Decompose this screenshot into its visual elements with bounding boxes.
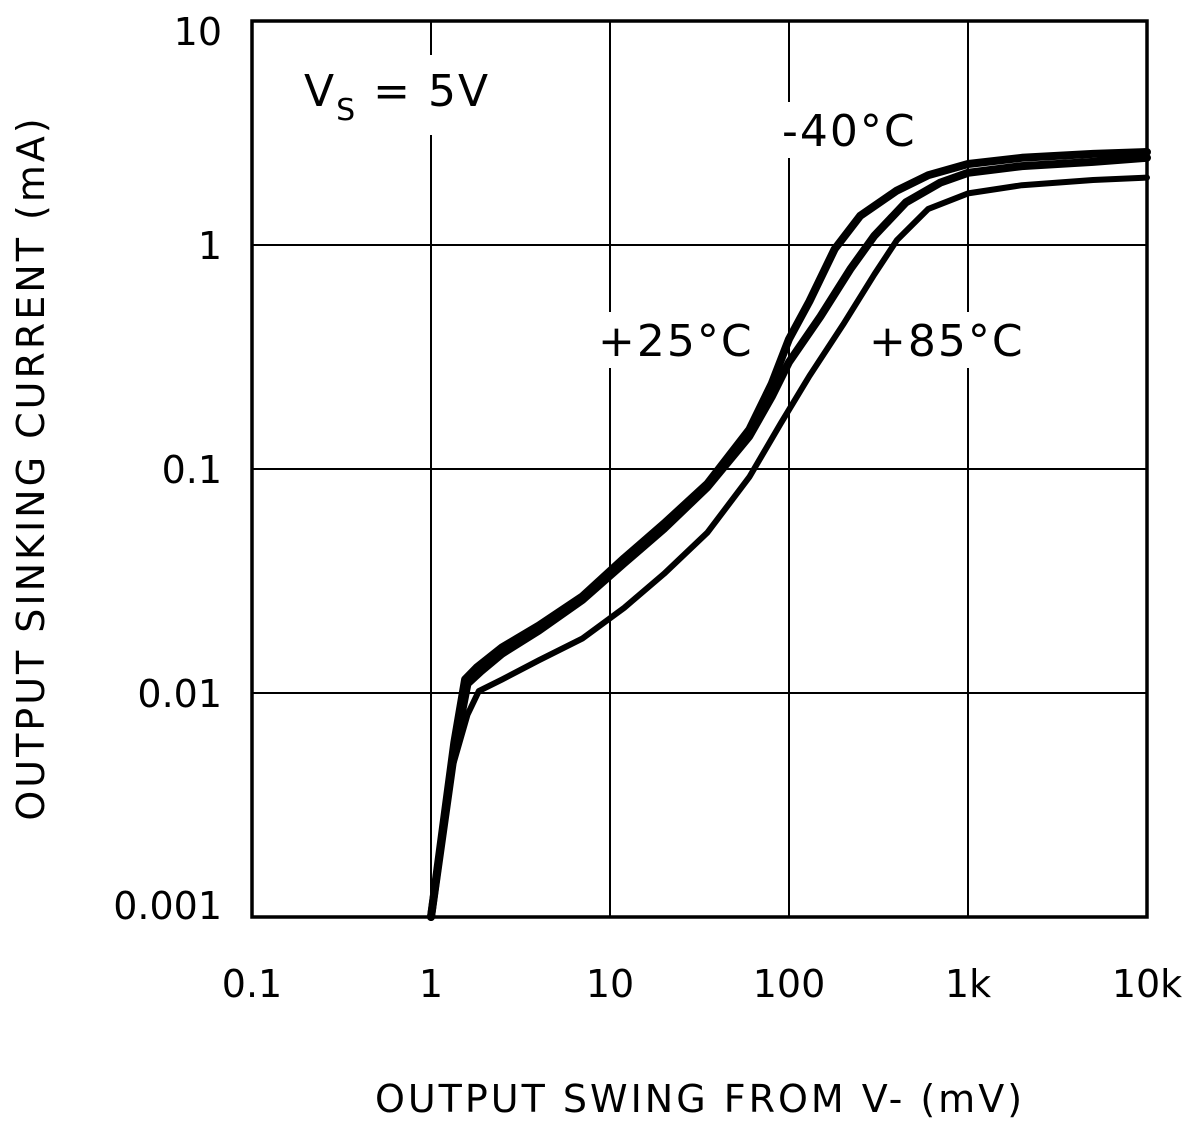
y-tick-label: 0.1: [162, 448, 222, 492]
y-tick-label: 1: [198, 224, 222, 268]
series-label-minus40: -40°C: [782, 106, 917, 157]
series-line-2: [428, 174, 1150, 920]
condition-label-bg: [296, 55, 510, 135]
x-tick-label: 10: [586, 962, 634, 1006]
y-tick-label: 10: [174, 10, 222, 54]
condition-label: VS = 5V: [304, 66, 490, 128]
series-label-plus25: +25°C: [598, 316, 754, 367]
label-bg-plus85: [866, 312, 1034, 368]
series-line-0: [427, 148, 1151, 921]
y-axis-title: OUTPUT SINKING CURRENT (mA): [9, 115, 53, 820]
x-tick-label: 0.1: [222, 962, 282, 1006]
label-bg-plus25: [594, 312, 762, 368]
series-label-plus85: +85°C: [869, 316, 1025, 367]
x-tick-label: 1: [419, 962, 443, 1006]
x-axis-title: OUTPUT SWING FROM V- (mV): [375, 1077, 1025, 1121]
x-tick-label: 100: [753, 962, 826, 1006]
plot-frame: [250, 19, 1149, 919]
x-tick-label: 1k: [945, 962, 991, 1006]
y-tick-label: 0.01: [137, 672, 222, 716]
x-tick-label: 10k: [1112, 962, 1182, 1006]
y-tick-label: 0.001: [113, 884, 222, 928]
label-bg-minus40: [778, 102, 946, 158]
series-line-1: [427, 153, 1151, 921]
series-lines: [427, 148, 1151, 921]
tick-labels: 0.1 1 10 100 1k 10k 0.001 0.01 0.1 1 10: [113, 10, 1182, 1006]
